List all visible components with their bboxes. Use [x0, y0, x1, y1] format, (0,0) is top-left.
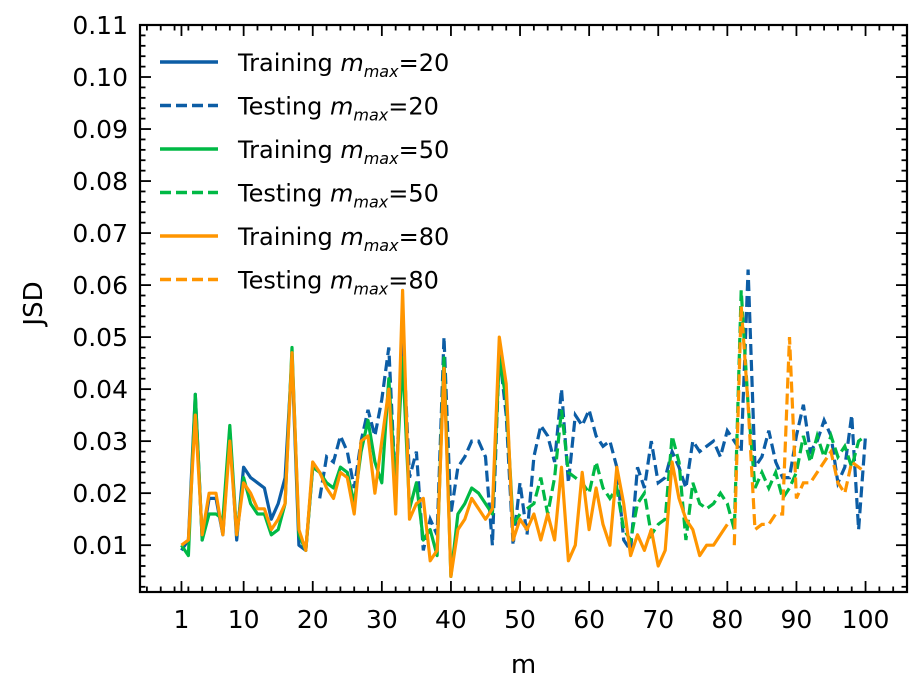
y-tick-label: 0.01 — [72, 531, 128, 560]
series-line-6 — [732, 305, 867, 546]
legend-label-1: Training mmax=20 — [237, 49, 449, 81]
x-tick-label: 70 — [642, 605, 674, 634]
x-tick-label: 20 — [297, 605, 329, 634]
axis-ticks — [140, 24, 907, 592]
x-tick-label: 100 — [842, 605, 890, 634]
y-tick-label: 0.02 — [72, 479, 128, 508]
legend: Training mmax=20 Testing mmax=20 Training … — [160, 49, 449, 299]
y-tick-label: 0.08 — [72, 167, 128, 196]
y-tick-label: 0.06 — [72, 271, 128, 300]
legend-label-5: Training mmax=80 — [237, 223, 449, 255]
y-tick-label: 0.10 — [72, 63, 128, 92]
y-tick-label: 0.11 — [72, 11, 128, 40]
legend-label-2: Testing mmax=20 — [237, 93, 439, 125]
legend-label-6: Testing mmax=80 — [237, 267, 439, 299]
plot-frame — [138, 23, 909, 594]
x-axis-label: m — [511, 650, 536, 680]
x-tick-label: 90 — [781, 605, 813, 634]
x-tick-label: 60 — [573, 605, 605, 634]
x-tick-label: 80 — [711, 605, 743, 634]
x-tick-label: 40 — [435, 605, 467, 634]
series-line-5 — [180, 288, 729, 579]
x-tick-label: 50 — [504, 605, 536, 634]
plot-lines — [180, 269, 868, 579]
y-tick-label: 0.09 — [72, 115, 128, 144]
y-tick-label: 0.05 — [72, 323, 128, 352]
legend-label-3: Training mmax=50 — [237, 136, 449, 168]
x-tick-label: 10 — [228, 605, 260, 634]
tick-labels: 1 10 20 30 40 50 60 70 80 90 100 0.01 0.02 0.03 0.04 0.… — [72, 11, 889, 634]
x-tick-label: 1 — [174, 605, 190, 634]
y-axis-label: JSD — [19, 281, 49, 327]
legend-label-4: Testing mmax=50 — [237, 180, 439, 212]
y-tick-label: 0.07 — [72, 219, 128, 248]
series-line-2 — [318, 269, 868, 556]
y-tick-label: 0.04 — [72, 375, 128, 404]
y-tick-label: 0.03 — [72, 427, 128, 456]
x-tick-label: 30 — [366, 605, 398, 634]
